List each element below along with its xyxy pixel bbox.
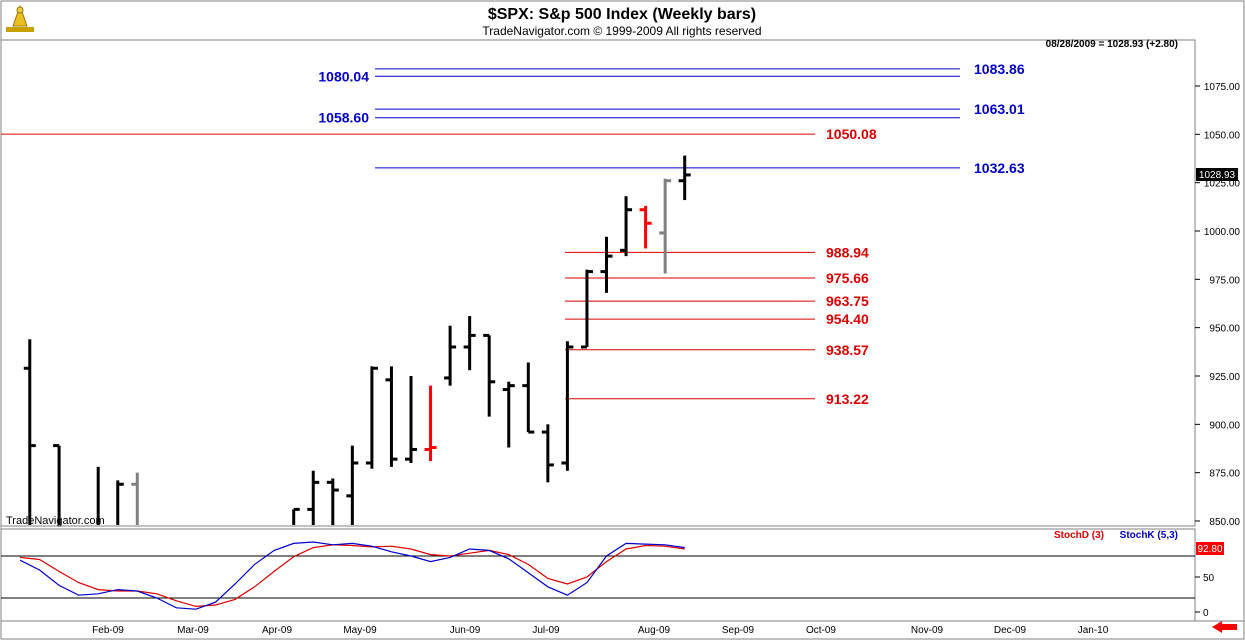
stoch-series-0 bbox=[19, 544, 685, 608]
ohlc-bar-0 bbox=[23, 339, 36, 525]
x-tick-label-9: Nov-09 bbox=[911, 625, 944, 636]
ohlc-bar-10 bbox=[365, 366, 378, 469]
ohlc-bar-24 bbox=[639, 205, 652, 249]
time-axis: Feb-09 Mar-09 Apr-09 May-09 Jun-09 Jul-09 Aug-… bbox=[92, 625, 1109, 636]
y-tick-label-4: 975.00 bbox=[1209, 275, 1240, 286]
x-tick-label-10: Dec-09 bbox=[994, 625, 1027, 636]
x-tick-label-3: May-09 bbox=[343, 625, 377, 636]
ohlc-bar-23 bbox=[620, 196, 633, 257]
level-label-1: 1080.04 bbox=[318, 68, 369, 84]
ohlc-bar-21 bbox=[580, 269, 593, 349]
ohlc-bar-15 bbox=[463, 316, 476, 371]
watermark: TradeNavigator.com bbox=[6, 515, 105, 527]
ohlc-bar-16 bbox=[483, 333, 496, 417]
quote-readout: 08/28/2009 = 1028.93 (+2.80) bbox=[1046, 39, 1178, 50]
ohlc-bar-25 bbox=[659, 178, 672, 274]
x-tick-label-5: Jul-09 bbox=[532, 625, 560, 636]
stoch-last-label: 92.80 bbox=[1197, 544, 1222, 555]
y-tick-label-9: 850.00 bbox=[1209, 517, 1240, 528]
level-label-11: 913.22 bbox=[826, 391, 869, 407]
ohlc-bar-8 bbox=[326, 478, 339, 525]
stoch-tick-label-0: 50 bbox=[1203, 573, 1215, 584]
ohlc-bar-26 bbox=[678, 155, 691, 201]
ohlc-bar-22 bbox=[600, 236, 613, 293]
legend-stochd: StochD (3) bbox=[1054, 530, 1104, 541]
last-price-label: 1028.93 bbox=[1199, 170, 1236, 181]
price-panel-frame bbox=[0, 39, 1196, 527]
ohlc-bar-18 bbox=[522, 362, 535, 434]
y-tick-label-6: 925.00 bbox=[1209, 372, 1240, 383]
y-tick-label-7: 900.00 bbox=[1209, 420, 1240, 431]
tradenavigator-logo-icon bbox=[6, 4, 34, 32]
ohlc-bar-6 bbox=[292, 507, 300, 525]
ohlc-bar-1 bbox=[53, 444, 61, 525]
chart-subtitle: TradeNavigator.com © 1999-2009 All right… bbox=[482, 24, 761, 38]
y-tick-label-5: 950.00 bbox=[1209, 324, 1240, 335]
y-tick-label-8: 875.00 bbox=[1209, 469, 1240, 480]
ohlc-bar-12 bbox=[405, 376, 417, 463]
ohlc-bar-17 bbox=[502, 381, 515, 448]
x-tick-label-8: Oct-09 bbox=[806, 625, 836, 636]
x-tick-label-4: Jun-09 bbox=[450, 625, 481, 636]
level-label-6: 988.94 bbox=[826, 244, 869, 260]
ohlc-bar-20 bbox=[561, 341, 574, 471]
ohlc-bar-4 bbox=[116, 480, 124, 525]
level-label-5: 1032.63 bbox=[974, 160, 1025, 176]
y-tick-label-1: 1050.00 bbox=[1204, 130, 1241, 141]
ohlc-bar-9 bbox=[346, 445, 359, 525]
level-label-9: 954.40 bbox=[826, 311, 869, 327]
price-axis: 1075.00 1050.00 1025.00 1000.00 975.00 950.00… bbox=[1195, 82, 1240, 528]
x-tick-label-7: Sep-09 bbox=[722, 625, 755, 636]
ohlc-bar-11 bbox=[385, 366, 398, 467]
stoch-tick-label-1: 0 bbox=[1203, 608, 1209, 619]
x-tick-label-6: Aug-09 bbox=[638, 625, 671, 636]
y-tick-label-0: 1075.00 bbox=[1204, 82, 1241, 93]
last-price-tag bbox=[1196, 168, 1238, 181]
level-label-3: 1058.60 bbox=[318, 110, 369, 126]
x-tick-label-11: Jan-10 bbox=[1078, 625, 1109, 636]
level-label-0: 1083.86 bbox=[974, 61, 1025, 77]
level-label-10: 938.57 bbox=[826, 342, 869, 358]
level-label-7: 975.66 bbox=[826, 270, 869, 286]
legend-stochk: StochK (5,3) bbox=[1120, 530, 1178, 541]
stochastic-panel: 50 0 bbox=[1, 541, 1215, 619]
level-label-8: 963.75 bbox=[826, 293, 869, 309]
price-bars bbox=[23, 155, 691, 525]
y-tick-label-3: 1000.00 bbox=[1204, 227, 1241, 238]
x-tick-label-0: Feb-09 bbox=[92, 625, 124, 636]
level-label-4: 1050.08 bbox=[826, 126, 877, 142]
ohlc-bar-13 bbox=[424, 385, 437, 462]
ohlc-bar-7 bbox=[307, 470, 320, 525]
stoch-last-tag bbox=[1196, 542, 1224, 555]
level-label-2: 1063.01 bbox=[974, 101, 1025, 117]
y-tick-label-2: 1025.00 bbox=[1204, 179, 1241, 190]
chart-title: $SPX: S&p 500 Index (Weekly bars) bbox=[488, 6, 756, 23]
ohlc-bar-5 bbox=[131, 472, 139, 525]
ohlc-bar-19 bbox=[541, 424, 554, 483]
price-levels: 1083.86 1080.04 1063.01 1058.60 1050.08 1032.… bbox=[1, 61, 1025, 407]
x-tick-label-1: Mar-09 bbox=[177, 625, 209, 636]
stoch-series-1 bbox=[19, 541, 685, 610]
scroll-left-arrow-icon[interactable] bbox=[1212, 621, 1237, 633]
ohlc-bar-14 bbox=[444, 325, 457, 386]
stoch-panel-frame bbox=[0, 528, 1196, 622]
x-tick-label-2: Apr-09 bbox=[262, 625, 292, 636]
